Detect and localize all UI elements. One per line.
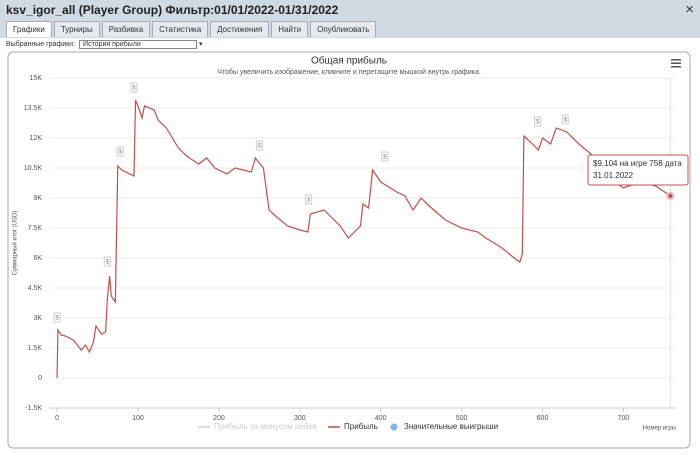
tab[interactable]: Достижения bbox=[210, 21, 270, 37]
menu-icon[interactable] bbox=[671, 59, 681, 68]
x-tick-label: 400 bbox=[375, 415, 387, 422]
chart-title: Общая прибыль bbox=[311, 55, 387, 67]
big-win-label: $ bbox=[258, 144, 262, 150]
x-tick-label: 600 bbox=[537, 415, 549, 422]
tooltip-line: $9,104 на игре 758 дата bbox=[593, 159, 682, 168]
big-win-flag: $ bbox=[305, 194, 313, 205]
big-win-label: $ bbox=[119, 150, 123, 156]
big-win-label: $ bbox=[563, 118, 567, 124]
tooltip: $9,104 на игре 758 дата 31.01.2022 bbox=[587, 154, 689, 186]
hover-point bbox=[666, 191, 675, 200]
big-win-label: $ bbox=[536, 120, 540, 126]
tooltip-line: 31.01.2022 bbox=[593, 171, 634, 180]
selector-label: Выбранные графики: bbox=[6, 41, 76, 48]
y-tick-label: -1.5K bbox=[25, 405, 42, 412]
big-win-marker bbox=[53, 312, 61, 323]
tab[interactable]: Найти bbox=[271, 21, 309, 37]
y-tick-label: 0 bbox=[38, 375, 42, 382]
legend-label: Прибыль bbox=[344, 422, 378, 431]
big-win-flag: $ bbox=[381, 151, 389, 162]
big-win-flag: $ bbox=[116, 146, 124, 157]
close-button[interactable]: × bbox=[685, 1, 694, 18]
legend-label: Значительные выигрыши bbox=[404, 422, 498, 431]
big-win-flag: $ bbox=[255, 140, 263, 151]
legend-marker bbox=[390, 423, 398, 431]
x-tick-label: 700 bbox=[618, 415, 630, 422]
tab-bar: Графики Турниры Разбивка Статистика Достижен… bbox=[6, 21, 377, 37]
big-win-marker bbox=[116, 146, 124, 157]
x-tick-label: 200 bbox=[213, 415, 225, 422]
big-win-flag: $ bbox=[561, 114, 569, 125]
y-tick-label: 13.5K bbox=[24, 105, 43, 112]
tooltip-box bbox=[587, 154, 689, 186]
big-win-label: $ bbox=[106, 260, 110, 266]
y-tick-label: 3K bbox=[33, 315, 42, 322]
y-tick-label: 10.5K bbox=[24, 165, 43, 172]
big-win-marker bbox=[561, 114, 569, 125]
legend-label: Прибыль за минусом рейка bbox=[214, 422, 317, 431]
tab[interactable]: Турниры bbox=[53, 21, 100, 37]
chart-panel bbox=[7, 51, 691, 449]
window-title: ksv_igor_all (Player Group) Фильтр:01/01… bbox=[6, 3, 339, 17]
y-tick-label: 1.5K bbox=[28, 345, 43, 352]
big-win-marker bbox=[103, 256, 111, 267]
x-tick-label: 0 bbox=[55, 415, 59, 422]
big-win-flag: $ bbox=[53, 312, 61, 323]
y-tick-label: 9K bbox=[33, 195, 42, 202]
tab[interactable]: Разбивка bbox=[101, 21, 151, 37]
big-win-marker bbox=[534, 116, 542, 127]
chart-subtitle: Чтобы увеличить изображение, кликните и … bbox=[217, 68, 481, 76]
big-win-flag: $ bbox=[534, 116, 542, 127]
selector-dropdown[interactable]: История прибыли bbox=[79, 40, 198, 49]
profit-line bbox=[56, 99, 671, 379]
big-win-label: $ bbox=[132, 86, 136, 92]
big-win-marker bbox=[305, 194, 313, 205]
tab[interactable]: Опубликовать bbox=[310, 21, 377, 37]
big-win-marker bbox=[381, 151, 389, 162]
big-win-marker bbox=[130, 82, 138, 93]
x-axis-label: Номер игры bbox=[643, 426, 676, 432]
y-tick-label: 6K bbox=[33, 255, 42, 262]
big-win-label: $ bbox=[55, 316, 59, 322]
x-tick-label: 500 bbox=[456, 415, 468, 422]
y-tick-label: 15K bbox=[30, 75, 43, 82]
x-tick-label: 100 bbox=[132, 415, 144, 422]
big-win-marker bbox=[255, 140, 263, 151]
big-win-label: $ bbox=[307, 198, 311, 204]
header: ksv_igor_all (Player Group) Фильтр:01/01… bbox=[0, 0, 700, 38]
y-axis-label: Суммарный итог (USD) bbox=[12, 211, 19, 276]
y-tick-label: 4.5K bbox=[28, 285, 43, 292]
y-tick-label: 7.5K bbox=[28, 225, 43, 232]
chart-selector: Выбранные графики: История прибыли ▾ bbox=[6, 40, 203, 49]
big-win-flag: $ bbox=[103, 256, 111, 267]
big-win-flag: $ bbox=[130, 82, 138, 93]
x-tick-label: 300 bbox=[294, 415, 306, 422]
tab[interactable]: Статистика bbox=[152, 21, 209, 37]
y-tick-label: 12K bbox=[30, 135, 43, 142]
big-win-label: $ bbox=[383, 155, 387, 161]
tab[interactable]: Графики bbox=[6, 21, 52, 37]
